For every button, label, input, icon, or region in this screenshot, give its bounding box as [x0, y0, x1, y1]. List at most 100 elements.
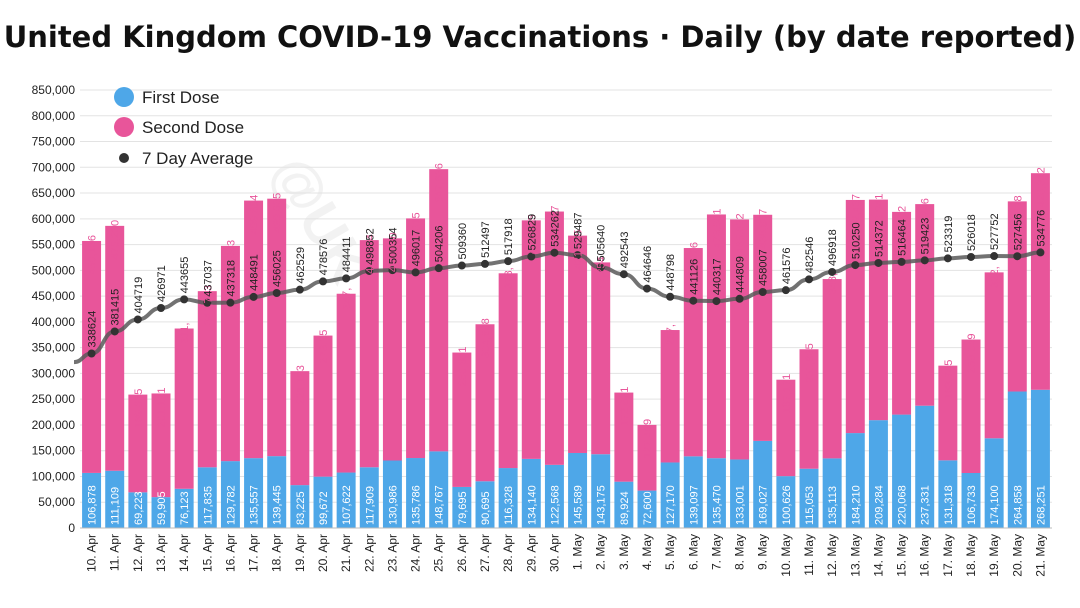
first-dose-label: 107,622 — [341, 485, 353, 525]
x-tick-label: 10. Apr — [85, 534, 99, 572]
x-tick-label: 9. May — [756, 534, 770, 570]
average-point — [319, 277, 327, 286]
legend-marker — [114, 87, 134, 107]
y-tick-label: 150,000 — [32, 444, 76, 458]
x-tick-label: 20. Apr — [316, 534, 330, 572]
bar-first-dose — [544, 464, 564, 528]
first-dose-label: 117,835 — [202, 486, 214, 525]
second-dose-label: 259,049 — [966, 334, 978, 374]
x-tick-label: 27. Apr — [478, 534, 492, 572]
bar-second-dose — [961, 339, 981, 474]
y-tick-label: 800,000 — [32, 109, 76, 123]
first-dose-label: 135,470 — [711, 485, 723, 525]
bar-second-dose — [174, 328, 194, 489]
bar-first-dose — [614, 481, 634, 528]
x-axis: 10. Apr 11. Apr 12. Apr 13. Apr 14. Apr 15. A… — [80, 527, 1052, 577]
x-tick-label: 21. May — [1033, 534, 1047, 577]
average-label: 464646 — [642, 246, 654, 283]
data-labels: 106,878 450,136 111,109 475,230 69,223 189,66… — [87, 163, 1048, 525]
average-point — [805, 275, 813, 284]
second-dose-label: 322, — [989, 266, 1001, 287]
average-label: 526018 — [966, 214, 978, 251]
bar-first-dose — [706, 458, 726, 528]
x-tick-label: 22. Apr — [362, 534, 376, 572]
y-tick-label: 200,000 — [32, 418, 76, 432]
x-tick-label: 6. May — [686, 534, 700, 570]
first-dose-label: 169,027 — [758, 485, 770, 525]
first-dose-label: 99,672 — [318, 491, 330, 525]
bar-first-dose — [961, 473, 981, 528]
bar-first-dose — [429, 451, 449, 528]
bar-first-dose — [406, 458, 426, 528]
bar-first-dose — [591, 454, 611, 528]
second-dose-label: 499,635 — [272, 193, 284, 233]
bar-second-dose — [614, 392, 634, 482]
average-point — [87, 349, 96, 358]
average-point — [943, 254, 952, 263]
average-point — [411, 268, 420, 277]
grid — [80, 89, 1052, 529]
first-dose-label: 72,600 — [642, 491, 654, 525]
bar-second-dose — [267, 198, 287, 457]
average-label: 404719 — [133, 277, 145, 314]
first-dose-label: 209,284 — [873, 485, 885, 525]
y-tick-label: 300,000 — [32, 366, 76, 380]
second-dose-label: 187,171 — [781, 374, 793, 414]
bar-second-dose — [244, 200, 264, 459]
average-point — [689, 296, 698, 305]
average-label: 441126 — [688, 259, 700, 295]
average-label: 338624 — [87, 311, 99, 348]
bar-second-dose — [753, 214, 773, 441]
second-dose-label: 183,745 — [943, 360, 955, 400]
average-label: 381415 — [110, 289, 122, 326]
second-dose-label: 201,191 — [156, 387, 168, 427]
first-dose-label: 100,626 — [781, 485, 793, 525]
bar-first-dose — [845, 433, 865, 528]
average-point — [573, 251, 582, 260]
second-dose-label: 431,070 — [387, 232, 399, 272]
second-dose-label: 465,822 — [735, 213, 747, 253]
second-dose-label: 260,801 — [457, 347, 469, 387]
first-dose-label: 106,733 — [966, 485, 978, 525]
bar-second-dose — [938, 365, 958, 461]
y-tick-label: 500,000 — [32, 263, 76, 277]
first-dose-label: 237,331 — [920, 485, 932, 525]
x-tick-label: 30. Apr — [547, 534, 561, 572]
first-dose-label: 268,251 — [1035, 485, 1047, 525]
legend: First Dose Second Dose 7 Day Average — [114, 87, 253, 168]
second-dose-label: 372,254 — [596, 256, 608, 296]
bar-first-dose — [683, 456, 703, 528]
bar-second-dose — [868, 199, 888, 421]
bar-second-dose — [637, 424, 657, 491]
first-dose-label: 135,557 — [249, 485, 261, 525]
x-tick-label: 8. May — [733, 534, 747, 570]
bar-second-dose — [660, 330, 680, 463]
bar-first-dose — [267, 456, 287, 528]
bar-first-dose — [128, 492, 148, 528]
bar-first-dose — [822, 458, 842, 528]
average-label: 514372 — [873, 220, 885, 257]
average-point — [666, 292, 675, 301]
average-label: 462529 — [295, 247, 307, 284]
bar-first-dose — [938, 460, 958, 528]
y-tick-label: 550,000 — [32, 238, 76, 252]
average-label: 510250 — [850, 222, 862, 259]
bar-first-dose — [244, 458, 264, 528]
second-dose-label: 473,001 — [711, 208, 723, 248]
average-point — [781, 286, 790, 295]
first-dose-label: 264,858 — [1012, 485, 1024, 525]
average-point — [758, 287, 767, 296]
x-tick-label: 3. May — [617, 534, 631, 570]
bar-first-dose — [1007, 391, 1027, 528]
average-label: 444809 — [735, 256, 747, 293]
x-tick-label: 18. May — [964, 534, 978, 577]
second-dose-label: 491,567 — [549, 206, 561, 246]
average-point — [504, 257, 513, 266]
bar-second-dose — [359, 240, 379, 468]
average-point — [388, 266, 397, 275]
second-dose-label: 378, — [503, 267, 515, 288]
x-tick-label: 23. Apr — [385, 534, 399, 572]
average-label: 440317 — [711, 258, 723, 295]
average-label: 505640 — [596, 225, 608, 262]
average-label: 498852 — [364, 228, 376, 265]
